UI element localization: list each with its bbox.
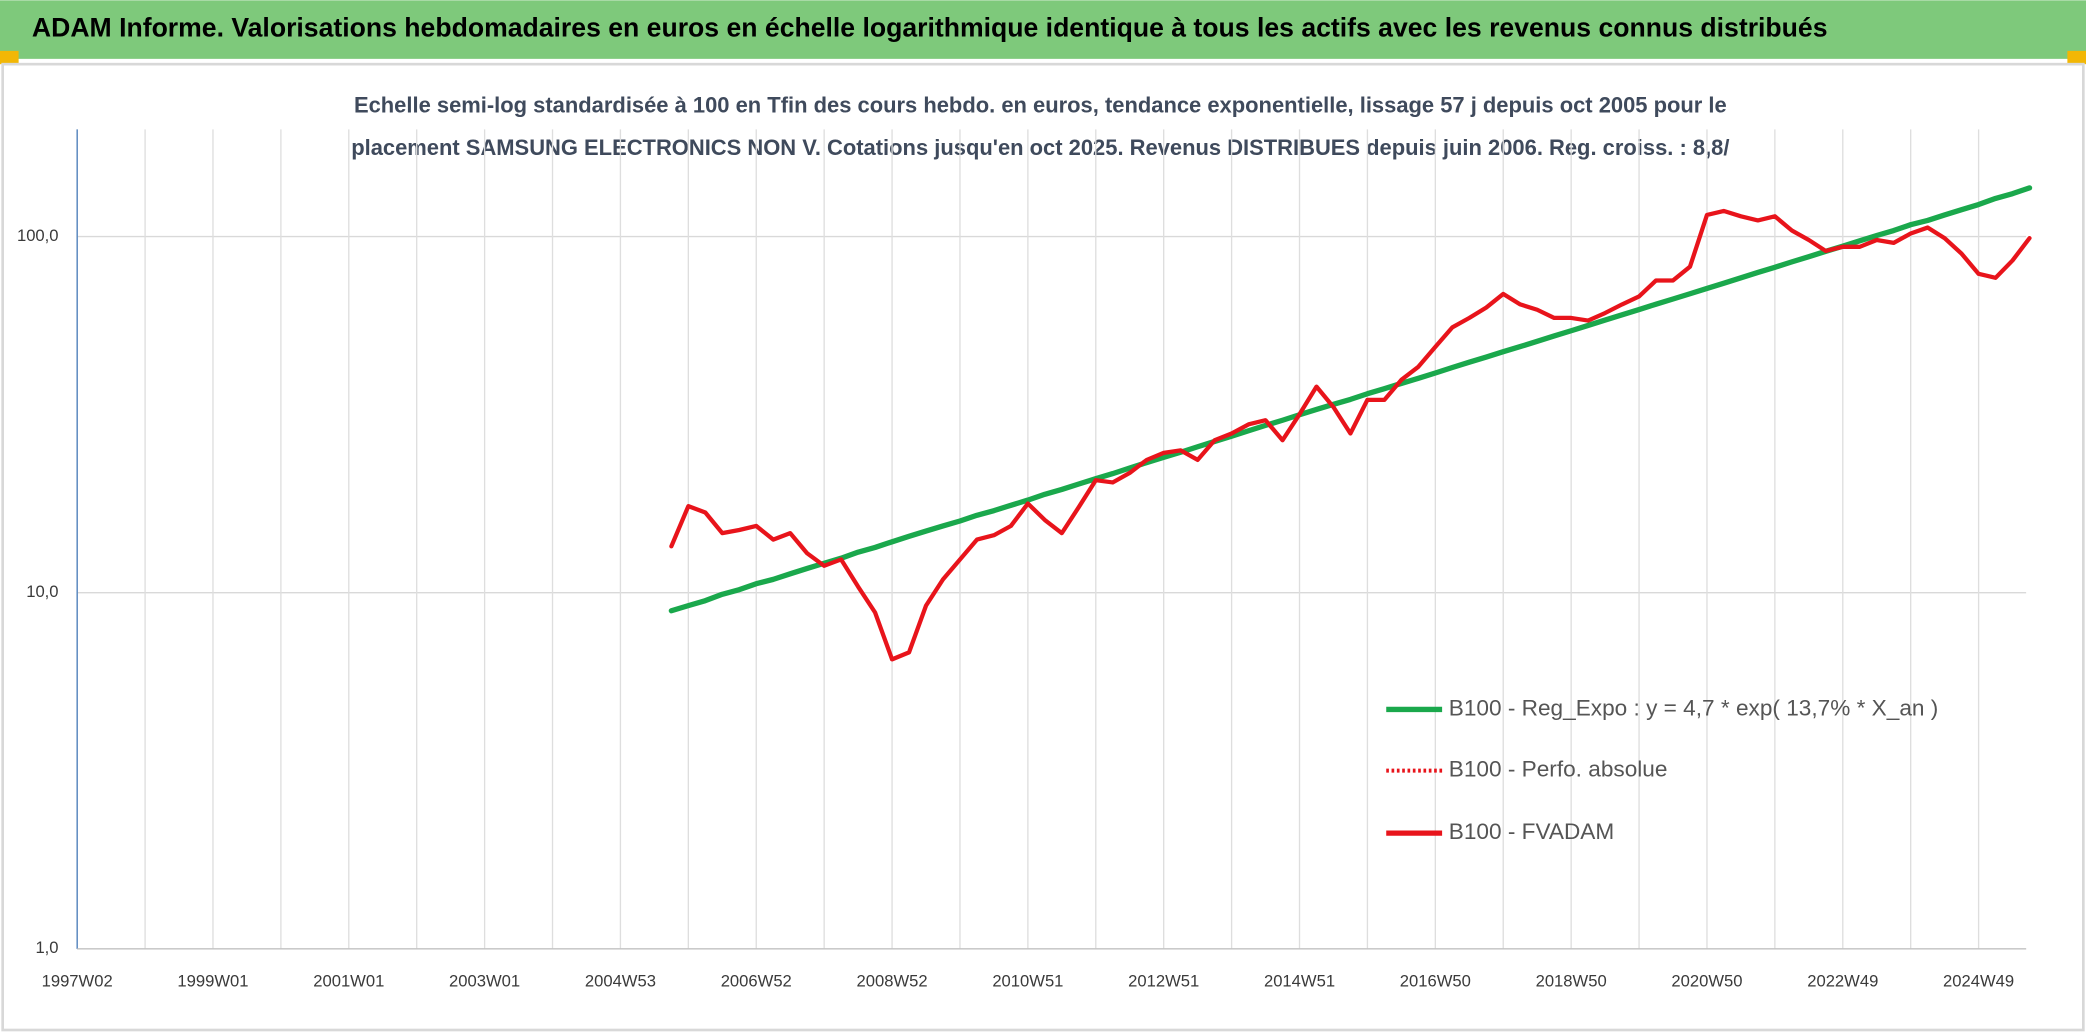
series-line [668, 185, 2033, 614]
x-tick-label: 2003W01 [449, 972, 520, 991]
chart-title: placement SAMSUNG ELECTRONICS NON V. Cot… [351, 135, 1729, 160]
y-tick-label: 10,0 [26, 582, 58, 601]
x-tick-label: 2018W50 [1536, 972, 1607, 991]
legend-label: B100 - Perfo. absolue [1449, 757, 1668, 782]
y-tick-label: 100,0 [17, 226, 59, 245]
x-tick-label: 1999W01 [177, 972, 248, 991]
header-bar [0, 0, 2086, 59]
legend-label: B100 - FVADAM [1449, 819, 1614, 844]
legend-label: B100 - Reg_Expo : y = 4,7 * exp( 13,7% *… [1449, 695, 1939, 720]
series-line [669, 208, 2032, 662]
x-tick-label: 1997W02 [42, 972, 113, 991]
x-tick-label: 2024W49 [1943, 972, 2014, 991]
x-tick-label: 2020W50 [1671, 972, 1742, 991]
y-tick-label: 1,0 [35, 938, 58, 957]
x-tick-label: 2006W52 [721, 972, 792, 991]
x-tick-label: 2022W49 [1807, 972, 1878, 991]
frame [1, 62, 2085, 1032]
chart-title: Echelle semi-log standardisée à 100 en T… [354, 93, 1727, 118]
x-tick-label: 2004W53 [585, 972, 656, 991]
x-tick-label: 2016W50 [1400, 972, 1471, 991]
corner [0, 50, 19, 65]
corner [2067, 50, 2086, 65]
x-tick-label: 2014W51 [1264, 972, 1335, 991]
x-tick-label: 2010W51 [992, 972, 1063, 991]
header-title: ADAM Informe. Valorisations hebdomadaire… [32, 13, 1828, 43]
x-tick-label: 2001W01 [313, 972, 384, 991]
x-tick-label: 2008W52 [857, 972, 928, 991]
x-tick-label: 2012W51 [1128, 972, 1199, 991]
